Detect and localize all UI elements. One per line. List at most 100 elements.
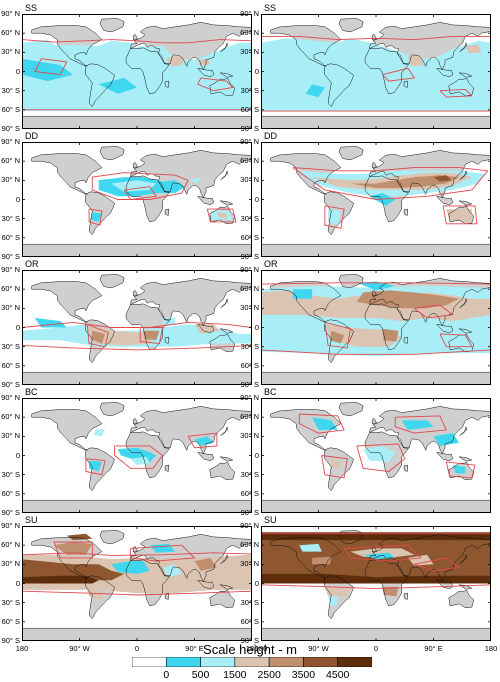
shaded-region <box>407 554 434 566</box>
continent <box>130 22 252 70</box>
latitude-tick-label: 90° N <box>240 265 259 274</box>
shaded-region <box>446 209 472 222</box>
coastline <box>22 115 252 129</box>
coastline <box>130 534 252 583</box>
shaded-region <box>188 177 201 184</box>
coastline <box>197 195 214 205</box>
coastline <box>459 41 467 52</box>
coastlines <box>22 402 252 513</box>
continent <box>99 18 125 32</box>
coastline <box>85 63 115 108</box>
scale-height-fill <box>261 281 491 357</box>
contour-line <box>261 584 491 590</box>
coastline <box>125 175 171 223</box>
latitude-tick-label: 30° N <box>1 431 20 441</box>
coastline <box>270 25 342 67</box>
longitude-tick-label: 90° E <box>185 644 204 653</box>
coastlines <box>22 18 252 129</box>
contour-line <box>414 557 461 572</box>
contour-line <box>414 304 454 319</box>
coastline <box>209 334 236 353</box>
latitude-tick-label: 30° S <box>240 469 259 479</box>
continent <box>369 22 491 70</box>
latitude-tick-label: 60° N <box>1 156 20 166</box>
coastline <box>448 206 475 225</box>
continent <box>338 274 364 288</box>
latitude-tick-label: 60° S <box>240 360 259 370</box>
continent <box>338 402 364 416</box>
latitude-tick-label: 60° N <box>1 28 20 38</box>
continent <box>99 402 125 416</box>
scale-height-fill <box>312 417 466 474</box>
shaded-region <box>312 556 332 565</box>
continent <box>85 447 115 491</box>
latitude-tick-label: 30° N <box>240 303 259 313</box>
coastline <box>364 559 410 607</box>
shaded-region <box>22 58 74 82</box>
contour-line <box>261 35 491 41</box>
scale-height-fill <box>89 428 214 472</box>
latitude-tick-label: 60° N <box>240 156 259 166</box>
map-panel <box>22 14 252 129</box>
coastline <box>132 34 138 40</box>
coastline <box>22 627 252 641</box>
contour-line <box>85 458 106 476</box>
shaded-region <box>363 445 396 462</box>
colorbar <box>132 657 372 667</box>
colorbar-tick-label: 1500 <box>223 669 247 681</box>
shaded-region <box>328 209 341 226</box>
latitude-tick-label: 30° S <box>240 341 259 351</box>
contour-line <box>261 349 491 355</box>
map-panel <box>261 14 491 129</box>
coastline <box>164 208 170 216</box>
shaded-region <box>452 465 466 474</box>
coastline <box>164 464 170 472</box>
coastline <box>270 409 342 451</box>
colorbar-tick-label: 3500 <box>291 669 316 681</box>
continent <box>99 274 125 288</box>
contour-line <box>123 186 157 200</box>
colorbar-title: Scale height - m <box>203 642 297 657</box>
coastline <box>99 146 125 161</box>
coastline <box>197 67 214 77</box>
contour-lines <box>22 39 252 111</box>
shaded-region <box>433 433 460 446</box>
latitude-tick-label: 0 <box>254 322 259 332</box>
continent <box>99 146 125 160</box>
shaded-region <box>98 77 137 94</box>
coastlines <box>22 146 252 257</box>
continent <box>22 372 252 385</box>
latitude-tick-label: 0 <box>254 578 259 588</box>
shaded-region <box>433 175 452 182</box>
shaded-region <box>216 212 228 219</box>
shaded-region <box>22 39 252 112</box>
coastline <box>209 590 236 609</box>
coastline <box>219 200 234 206</box>
continent <box>261 116 491 129</box>
panel-title: OR <box>264 259 278 269</box>
latitude-tick-label: 90° S <box>1 508 20 517</box>
shaded-region <box>324 586 351 597</box>
scale-height-fill <box>299 170 485 226</box>
latitude-tick-label: 60° S <box>1 616 20 626</box>
contour-line <box>22 344 252 351</box>
coastline <box>324 191 354 236</box>
contour-line <box>34 58 68 76</box>
coastline <box>85 447 115 492</box>
shaded-region <box>382 586 399 597</box>
panel-title: SS <box>25 3 38 13</box>
latitude-tick-label: 90° N <box>240 521 259 530</box>
coastline <box>369 22 491 71</box>
panel-title: SS <box>264 3 277 13</box>
latitude-tick-label: 0 <box>15 322 20 332</box>
contour-line <box>343 544 422 562</box>
colorbar-tick-label: 0 <box>163 669 170 681</box>
latitude-tick-label: 60° N <box>1 412 20 422</box>
panel-title: OR <box>25 259 39 269</box>
latitude-tick-label: 90° N <box>1 521 20 530</box>
colorbar-swatch <box>165 657 201 667</box>
coastline <box>219 584 234 590</box>
coastline <box>458 200 473 206</box>
map-panel <box>261 270 491 385</box>
coastline <box>85 575 115 620</box>
